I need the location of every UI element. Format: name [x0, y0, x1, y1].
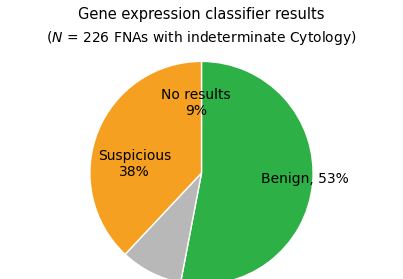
Wedge shape — [181, 61, 313, 279]
Wedge shape — [125, 173, 202, 279]
Text: Benign, 53%: Benign, 53% — [261, 172, 349, 186]
Wedge shape — [90, 61, 202, 254]
Text: Suspicious
38%: Suspicious 38% — [98, 149, 171, 179]
Text: ($\it{N}$ = 226 FNAs with indeterminate Cytology): ($\it{N}$ = 226 FNAs with indeterminate … — [46, 29, 357, 47]
Text: No results
9%: No results 9% — [161, 88, 231, 118]
Text: Gene expression classifier results: Gene expression classifier results — [78, 7, 325, 22]
